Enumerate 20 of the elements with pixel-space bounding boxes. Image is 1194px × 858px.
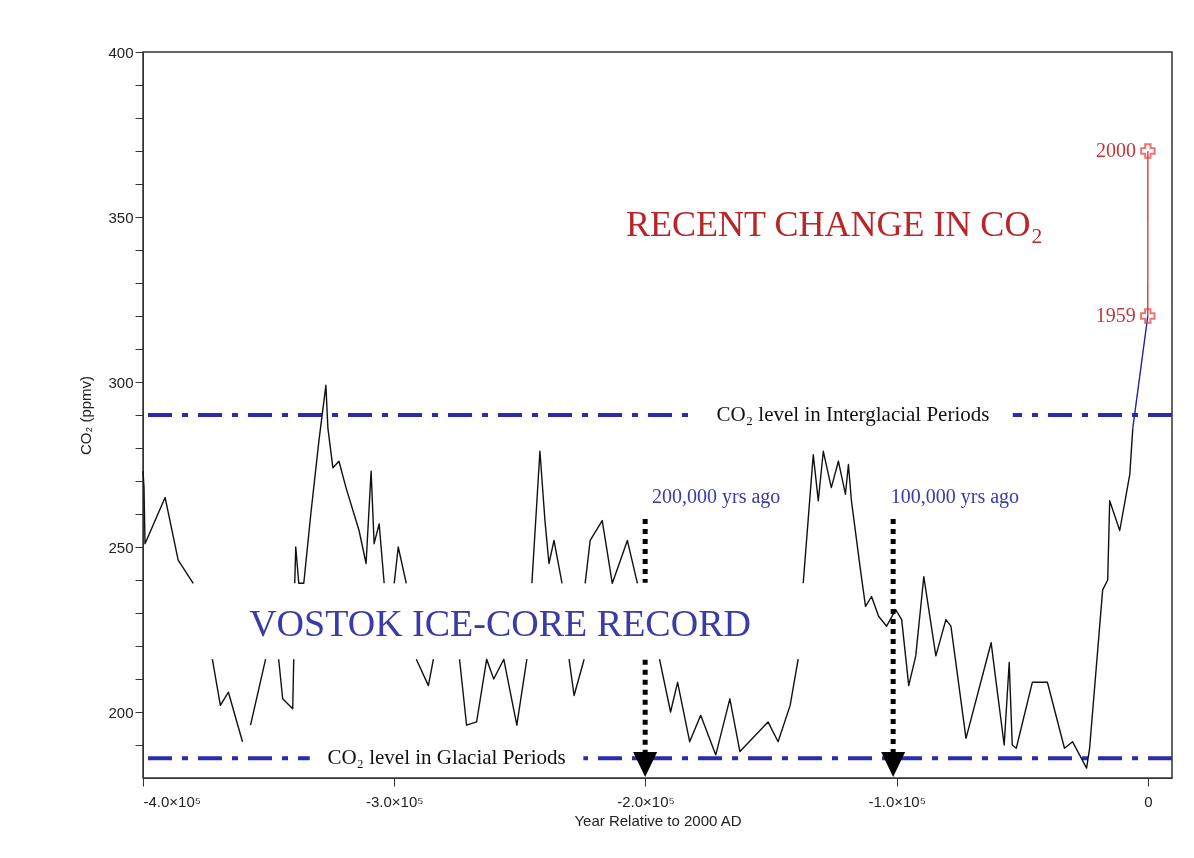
y-tick-label: 300 (108, 373, 134, 391)
annotation: VOSTOK ICE-CORE RECORD (249, 601, 751, 644)
annotation: 100,000 yrs ago (890, 485, 1020, 509)
y-tick-label: 250 (108, 538, 134, 556)
ref-line-label: CO₂ level in Interglacial Periods (716, 402, 990, 426)
x-tick-label: -2.0×10⁵ (617, 792, 675, 810)
y-tick-label: 200 (108, 703, 134, 721)
x-tick-label: -3.0×10⁵ (365, 792, 424, 810)
y-tick-label: 350 (108, 208, 134, 226)
annotation: RECENT CHANGE IN CO₂ (626, 203, 1043, 244)
x-tick-label: -4.0×10⁵ (143, 792, 202, 810)
annotation: 200,000 yrs ago (651, 485, 781, 509)
x-tick-label: -1.0×10⁵ (868, 792, 926, 810)
annotation: 1959 (1095, 304, 1136, 326)
y-tick-label: 400 (108, 43, 134, 61)
ref-line-label: CO₂ level in Glacial Periods (327, 745, 566, 770)
x-axis-title: Year Relative to 2000 AD (574, 811, 742, 829)
annotation: 2000 (1095, 139, 1136, 161)
x-tick-label: 0 (1144, 792, 1153, 810)
y-axis-title: CO₂ (ppmv) (77, 375, 95, 456)
